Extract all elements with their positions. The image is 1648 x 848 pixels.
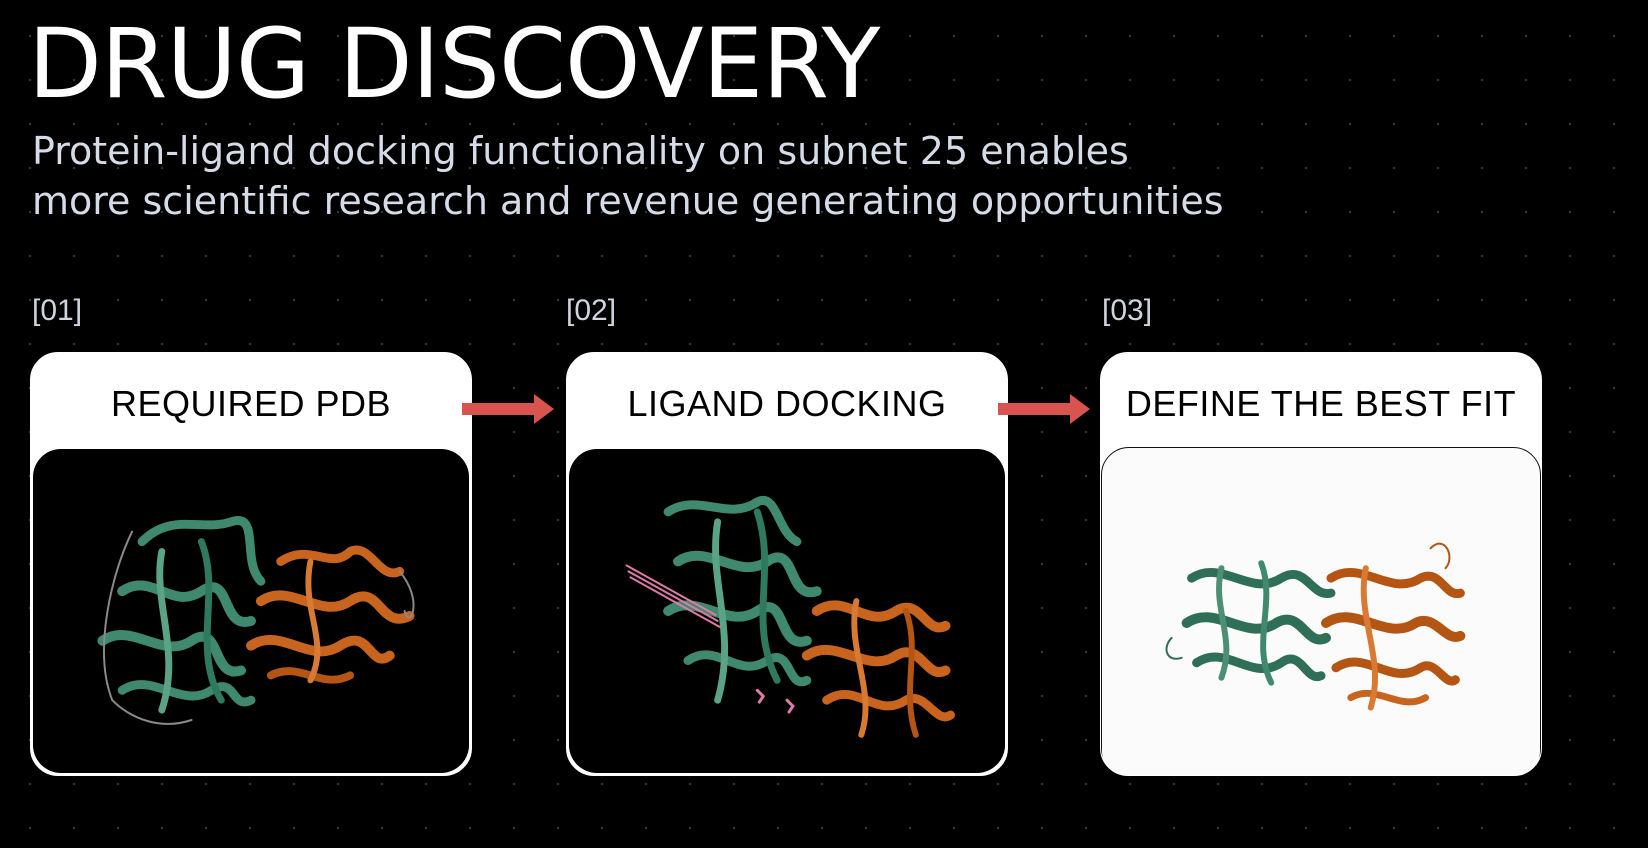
step-title-3: DEFINE THE BEST FIT <box>1125 383 1517 424</box>
protein-structure-image <box>1101 447 1541 775</box>
protein-render-2 <box>625 496 955 738</box>
step-title-2: LIGAND DOCKING <box>627 383 947 424</box>
protein-render-3 <box>1165 542 1466 711</box>
step-card-best-fit: DEFINE THE BEST FIT <box>1100 352 1542 776</box>
page-title: DRUG DISCOVERY <box>28 8 880 120</box>
arrow-right-icon <box>998 394 1090 424</box>
subtitle-line-1: Protein-ligand docking functionality on … <box>32 129 1129 173</box>
protein-structure-image <box>569 449 1005 773</box>
step-card-ligand-docking: LIGAND DOCKING <box>566 352 1008 776</box>
protein-render-1 <box>97 516 415 725</box>
page-subtitle: Protein-ligand docking functionality on … <box>32 126 1332 226</box>
subtitle-line-2: more scientific research and revenue gen… <box>32 179 1224 223</box>
step-number-3: [03] <box>1102 294 1153 327</box>
arrow-right-icon <box>462 394 554 424</box>
step-title-1: REQUIRED PDB <box>110 383 392 424</box>
step-number-2: [02] <box>566 294 617 327</box>
protein-structure-image <box>33 449 469 773</box>
step-card-required-pdb: REQUIRED PDB <box>30 352 472 776</box>
step-number-1: [01] <box>32 294 83 327</box>
